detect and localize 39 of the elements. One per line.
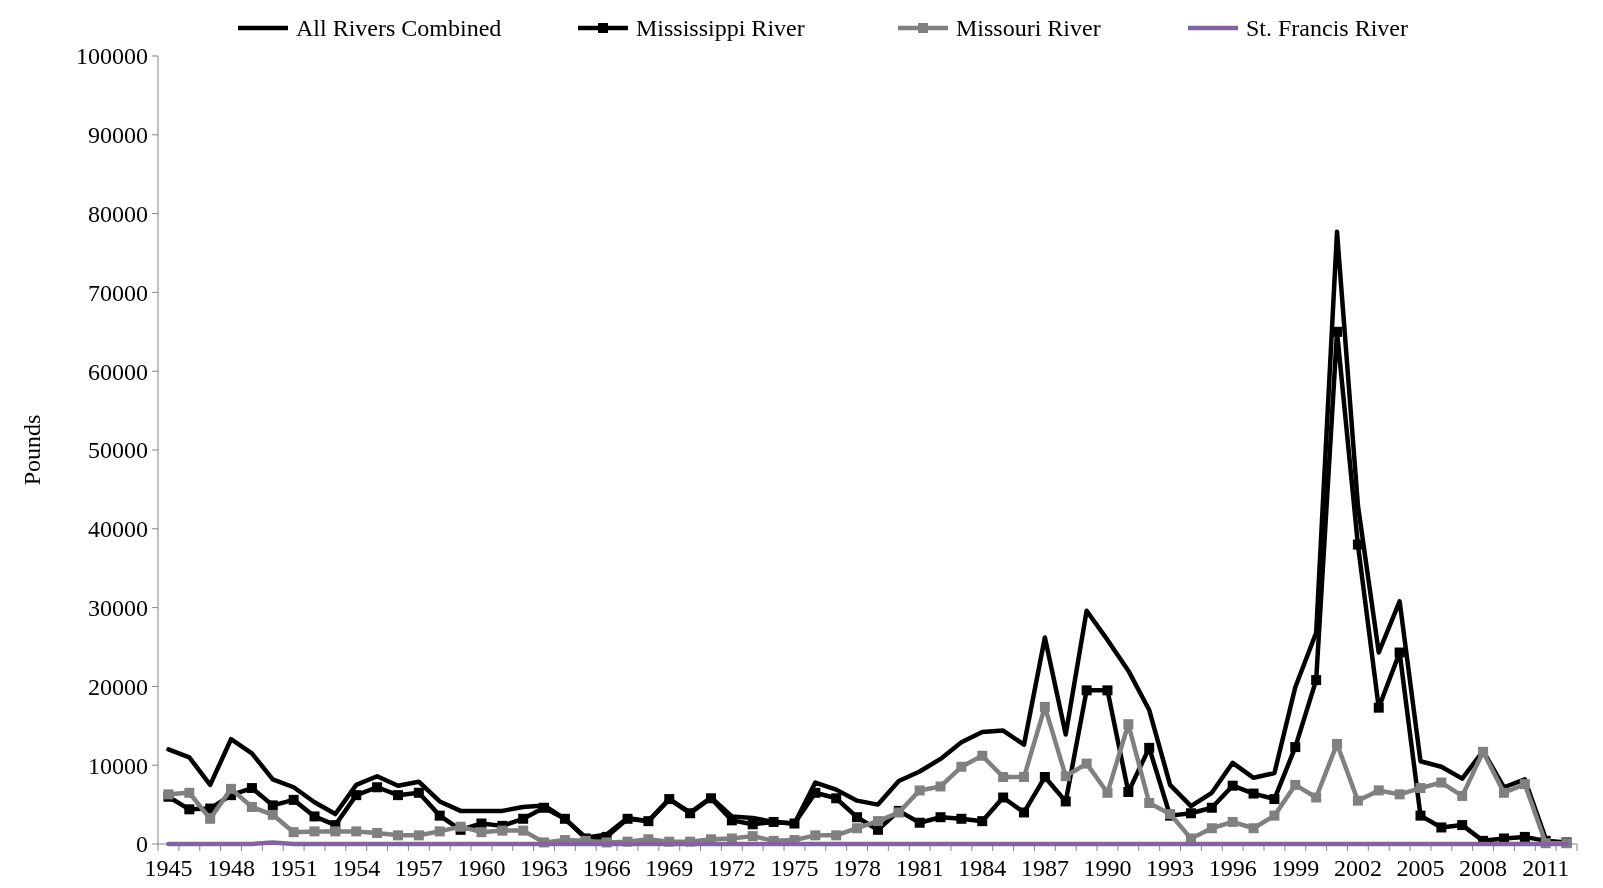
x-tick-label: 1948 [207, 855, 256, 881]
x-tick-label: 1954 [332, 855, 381, 881]
x-tick-label: 1993 [1146, 855, 1195, 881]
legend-label: Mississippi River [636, 15, 805, 42]
legend-label: All Rivers Combined [296, 15, 502, 42]
x-tick-label: 1996 [1208, 855, 1257, 881]
y-tick-label: 10000 [88, 752, 148, 779]
y-tick-label: 50000 [88, 437, 148, 464]
y-tick-label: 70000 [88, 279, 148, 306]
x-tick-label: 1990 [1083, 855, 1132, 881]
y-axis-title: Pounds [19, 414, 45, 486]
x-tick-label: 2008 [1459, 855, 1508, 881]
x-tick-label: 2005 [1396, 855, 1445, 881]
y-tick-label: 80000 [88, 201, 148, 227]
y-tick-label: 20000 [88, 673, 148, 700]
y-tick-label: 100000 [76, 43, 148, 70]
x-tick-label: 1984 [958, 855, 1007, 881]
x-tick-label: 1960 [457, 855, 506, 881]
x-tick-label: 1966 [582, 855, 631, 881]
x-tick-label: 1999 [1271, 855, 1320, 881]
x-tick-label: 1981 [895, 855, 944, 881]
x-tick-label: 1963 [520, 855, 569, 881]
legend-label: St. Francis River [1246, 15, 1408, 42]
y-tick-label: 40000 [88, 516, 148, 543]
y-tick-label: 0 [136, 831, 148, 858]
x-tick-label: 1975 [770, 855, 819, 881]
x-tick-label: 2002 [1333, 855, 1382, 881]
legend-label: Missouri River [956, 15, 1101, 42]
x-tick-label: 1951 [269, 855, 318, 881]
y-tick-label: 30000 [88, 595, 148, 621]
x-tick-label: 1987 [1020, 855, 1069, 881]
y-tick-label: 60000 [88, 358, 148, 385]
x-tick-label: 1978 [833, 855, 882, 881]
x-tick-label: 1945 [144, 855, 193, 881]
x-tick-label: 2011 [1522, 855, 1570, 881]
x-tick-label: 1957 [394, 855, 443, 881]
x-tick-label: 1972 [707, 855, 756, 881]
x-tick-label: 1969 [645, 855, 694, 881]
y-tick-label: 90000 [88, 122, 148, 149]
